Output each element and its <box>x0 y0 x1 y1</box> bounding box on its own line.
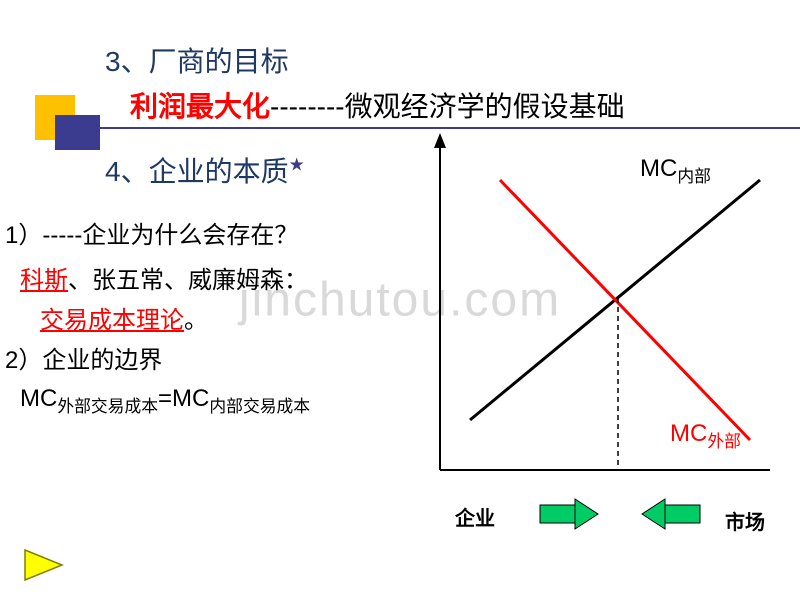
eq-right-sub: 内部交易成本 <box>209 397 310 416</box>
heading-4-num: 4、 <box>105 156 149 187</box>
subtitle-rest: 微观经济学的假设基础 <box>345 91 625 122</box>
decor-blue-box <box>55 115 100 150</box>
p2-title: 企业的边界 <box>42 347 162 374</box>
decor-line <box>100 127 800 129</box>
eq-left-sub: 外部交易成本 <box>57 397 158 416</box>
mc-inner-text: MC <box>640 155 677 182</box>
slide: jinchutou.com 3、厂商的目标 利润最大化--------微观经济学… <box>0 0 800 600</box>
p1-names-mid: 、张五常、威廉姆森： <box>68 267 308 294</box>
heading-4: 4、企业的本质★ <box>105 150 305 190</box>
star-icon: ★ <box>289 155 305 175</box>
mc-inner-line <box>470 180 760 420</box>
x-label-left: 企业 <box>455 502 495 531</box>
heading-3: 3、厂商的目标 <box>105 40 289 80</box>
x-label-right: 市场 <box>725 506 765 535</box>
point-1-line2: 科斯、张五常、威廉姆森： <box>20 260 308 295</box>
mc-outer-text: MC <box>670 420 707 447</box>
subtitle: 利润最大化--------微观经济学的假设基础 <box>130 85 625 125</box>
p1-coase: 科斯 <box>20 267 68 294</box>
heading-3-num: 3、 <box>105 46 149 77</box>
mc-outer-label: MC外部 <box>670 420 741 452</box>
y-axis-arrow-icon <box>434 133 446 148</box>
subtitle-dashes: -------- <box>270 91 345 122</box>
mc-inner-sub: 内部 <box>677 167 711 186</box>
arrow-right-icon <box>540 499 598 529</box>
point-2-line1: 2）企业的边界 <box>5 340 162 375</box>
mc-outer-line <box>500 180 750 440</box>
subtitle-red: 利润最大化 <box>130 91 270 122</box>
point-1-line3: 交易成本理论。 <box>40 300 208 335</box>
point-2-eq: MC外部交易成本=MC内部交易成本 <box>20 385 310 417</box>
p1-dashes: ----- <box>42 222 82 249</box>
heading-3-text: 厂商的目标 <box>149 46 289 77</box>
arrow-left-icon <box>642 499 700 529</box>
p2-lead: 2） <box>5 347 42 374</box>
heading-4-text: 企业的本质 <box>149 156 289 187</box>
eq-left: MC <box>20 385 57 412</box>
p1-lead: 1） <box>5 222 42 249</box>
p1-q: 企业为什么会存在？ <box>82 222 298 249</box>
nav-next-icon[interactable] <box>20 545 70 585</box>
p1-theory: 交易成本理论 <box>40 307 184 334</box>
eq-eq: = <box>158 385 172 412</box>
mc-inner-label: MC内部 <box>640 155 711 187</box>
point-1-line1: 1）-----企业为什么会存在？ <box>5 215 298 250</box>
eq-right: MC <box>172 385 209 412</box>
p1-period: 。 <box>184 307 208 334</box>
mc-outer-sub: 外部 <box>707 432 741 451</box>
